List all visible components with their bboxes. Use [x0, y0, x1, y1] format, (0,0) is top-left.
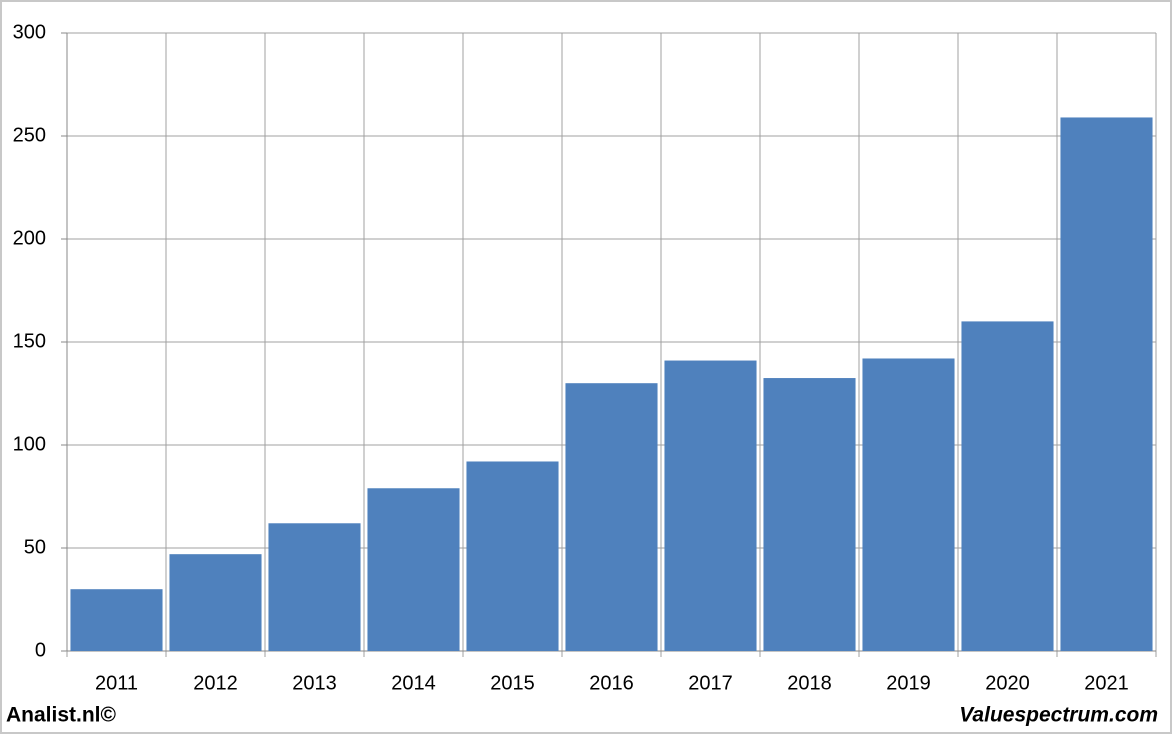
x-tick-label: 2017 [688, 672, 733, 694]
x-tick-label: 2012 [193, 672, 238, 694]
y-tick-label: 50 [24, 536, 46, 558]
bar [268, 523, 361, 651]
footer-left: Analist.nl© [6, 704, 117, 727]
x-tick-label: 2011 [95, 672, 138, 694]
bar [763, 378, 856, 651]
x-tick-label: 2016 [589, 672, 634, 694]
bar [961, 321, 1054, 651]
y-tick-label: 100 [13, 433, 46, 455]
x-tick-label: 2013 [292, 672, 337, 694]
bar [1060, 117, 1153, 651]
x-tick-label: 2019 [886, 672, 931, 694]
footer-right: Valuespectrum.com [959, 704, 1158, 727]
bar [565, 383, 658, 651]
bar [466, 461, 559, 651]
y-tick-label: 300 [13, 21, 46, 43]
bar [862, 358, 955, 651]
x-tick-label: 2014 [391, 672, 436, 694]
x-tick-label: 2021 [1084, 672, 1129, 694]
x-tick-label: 2018 [787, 672, 832, 694]
y-tick-label: 200 [13, 227, 46, 249]
bar [664, 360, 757, 651]
bar [169, 554, 262, 651]
x-tick-label: 2015 [490, 672, 535, 694]
bar [70, 589, 163, 651]
bar [367, 488, 460, 651]
y-tick-label: 250 [13, 124, 46, 146]
x-tick-label: 2020 [985, 672, 1030, 694]
y-tick-label: 0 [35, 639, 46, 661]
y-tick-label: 150 [13, 330, 46, 352]
